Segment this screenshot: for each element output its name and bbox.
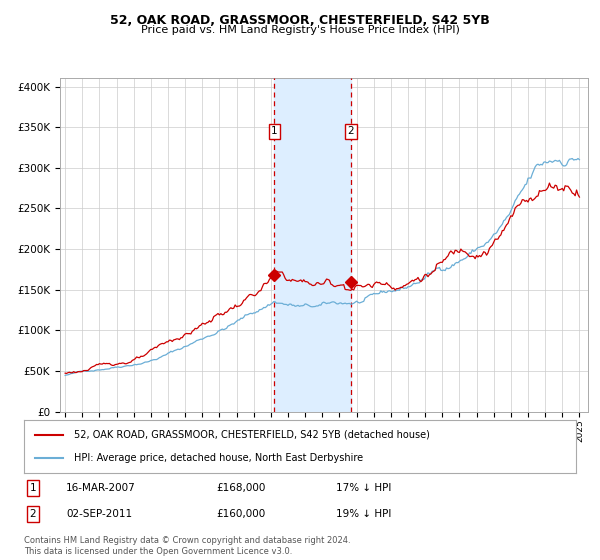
- Text: 2: 2: [29, 509, 37, 519]
- Text: 1: 1: [271, 126, 278, 136]
- Text: 16-MAR-2007: 16-MAR-2007: [66, 483, 136, 493]
- Text: Price paid vs. HM Land Registry's House Price Index (HPI): Price paid vs. HM Land Registry's House …: [140, 25, 460, 35]
- Text: HPI: Average price, detached house, North East Derbyshire: HPI: Average price, detached house, Nort…: [74, 453, 363, 463]
- Text: £168,000: £168,000: [216, 483, 265, 493]
- Text: £160,000: £160,000: [216, 509, 265, 519]
- Text: 2: 2: [347, 126, 354, 136]
- Text: 02-SEP-2011: 02-SEP-2011: [66, 509, 132, 519]
- Bar: [274, 78, 351, 412]
- Text: 1: 1: [29, 483, 37, 493]
- Text: Contains HM Land Registry data © Crown copyright and database right 2024.
This d: Contains HM Land Registry data © Crown c…: [24, 536, 350, 556]
- Text: 52, OAK ROAD, GRASSMOOR, CHESTERFIELD, S42 5YB (detached house): 52, OAK ROAD, GRASSMOOR, CHESTERFIELD, S…: [74, 430, 430, 440]
- Text: 52, OAK ROAD, GRASSMOOR, CHESTERFIELD, S42 5YB: 52, OAK ROAD, GRASSMOOR, CHESTERFIELD, S…: [110, 14, 490, 27]
- Text: 17% ↓ HPI: 17% ↓ HPI: [336, 483, 391, 493]
- Text: 19% ↓ HPI: 19% ↓ HPI: [336, 509, 391, 519]
